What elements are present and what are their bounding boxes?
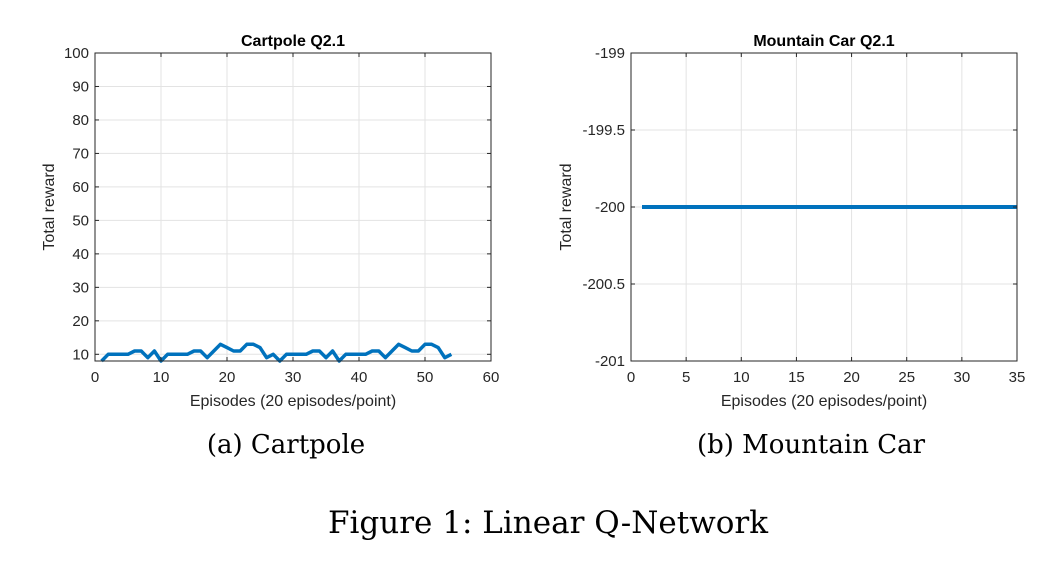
y-tick-label: 100 bbox=[64, 45, 89, 62]
y-tick-label: 40 bbox=[72, 246, 89, 263]
figure-caption: Figure 1: Linear Q-Network bbox=[328, 505, 768, 541]
subfigure-caption: (a) Cartpole bbox=[207, 430, 365, 460]
x-tick-label: 0 bbox=[91, 369, 99, 386]
y-tick-label: 50 bbox=[72, 212, 89, 229]
y-tick-label: 30 bbox=[72, 279, 89, 296]
y-axis-label: Total reward bbox=[41, 163, 58, 250]
y-tick-label: 10 bbox=[72, 346, 89, 363]
y-tick-label: 80 bbox=[72, 112, 89, 129]
series-line bbox=[100, 342, 453, 363]
x-axis-label: Episodes (20 episodes/point) bbox=[190, 393, 396, 410]
x-tick-label: 30 bbox=[954, 369, 971, 386]
x-tick-label: 20 bbox=[843, 369, 860, 386]
subfigure-caption: (b) Mountain Car bbox=[697, 430, 926, 460]
y-tick-label: 90 bbox=[72, 78, 89, 95]
chart-title: Mountain Car Q2.1 bbox=[753, 33, 894, 50]
y-tick-label: -200 bbox=[595, 199, 625, 216]
mountain-car-chart: 0 5 10 15 20 25 30 35 -201 -200.5 -200 -199.5 -199 Mo… bbox=[558, 33, 1025, 460]
x-axis-label: Episodes (20 episodes/point) bbox=[721, 393, 927, 410]
x-tick-label: 50 bbox=[417, 369, 434, 386]
y-tick-label: 70 bbox=[72, 145, 89, 162]
x-tick-label: 10 bbox=[153, 369, 170, 386]
y-tick-label: -199 bbox=[595, 45, 625, 62]
x-tick-label: 30 bbox=[285, 369, 302, 386]
x-tick-label: 60 bbox=[483, 369, 500, 386]
chart-title: Cartpole Q2.1 bbox=[241, 33, 345, 50]
x-tick-label: 15 bbox=[788, 369, 805, 386]
x-tick-label: 35 bbox=[1009, 369, 1026, 386]
x-tick-label: 20 bbox=[219, 369, 236, 386]
x-tick-label: 0 bbox=[627, 369, 635, 386]
x-tick-label: 10 bbox=[733, 369, 750, 386]
x-tick-label: 5 bbox=[682, 369, 690, 386]
x-tick-label: 40 bbox=[351, 369, 368, 386]
y-axis-label: Total reward bbox=[558, 163, 575, 250]
y-tick-label: -201 bbox=[595, 353, 625, 370]
x-tick-label: 25 bbox=[898, 369, 915, 386]
y-tick-label: -200.5 bbox=[582, 276, 625, 293]
y-tick-label: 60 bbox=[72, 179, 89, 196]
y-tick-label: 20 bbox=[72, 313, 89, 330]
y-tick-label: -199.5 bbox=[582, 122, 625, 139]
cartpole-chart: 0 10 20 30 40 50 60102030405060708090100Cartpo… bbox=[41, 33, 499, 460]
